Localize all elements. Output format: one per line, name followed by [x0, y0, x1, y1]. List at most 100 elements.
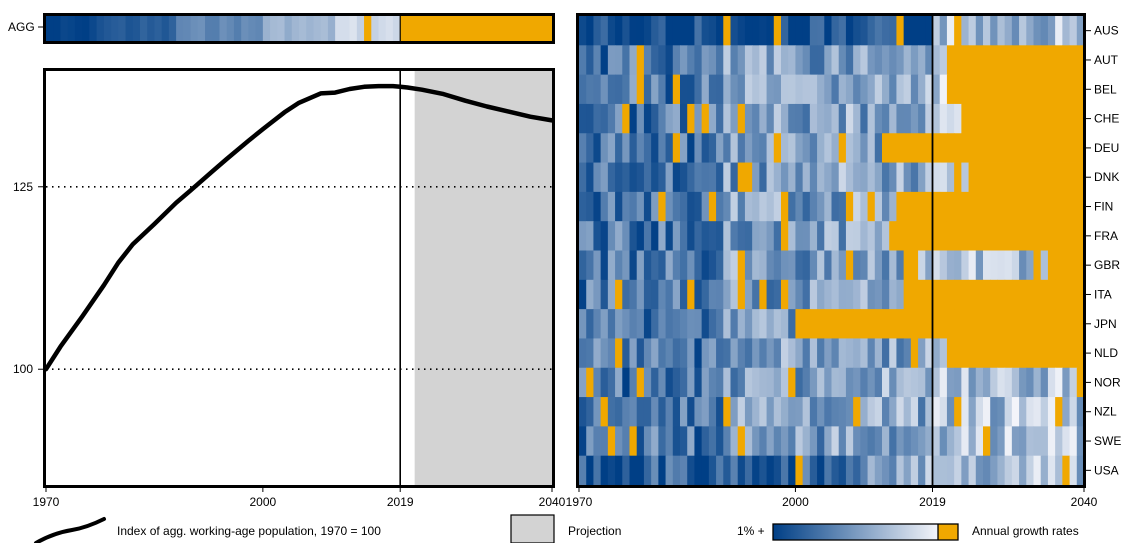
- heatmap-cell: [853, 250, 861, 281]
- heatmap-cell: [809, 279, 818, 310]
- heatmap-cell: [1011, 221, 1020, 251]
- heatmap-cell: [1047, 367, 1056, 398]
- heatmap-cell: [586, 367, 595, 398]
- heatmap-cell: [665, 103, 674, 134]
- heatmap-cell: [1062, 221, 1071, 251]
- heatmap-cell: [737, 221, 746, 251]
- heatmap-cell: [946, 279, 955, 310]
- heatmap-cell: [615, 103, 623, 134]
- heatmap-cell: [752, 45, 760, 76]
- heatmap-cell: [665, 133, 674, 163]
- heatmap-cell: [651, 250, 659, 281]
- heatmap-cell: [918, 103, 926, 134]
- heatmap-cell: [607, 279, 616, 310]
- agg-cell: [335, 16, 343, 41]
- heatmap-cell: [831, 426, 840, 457]
- heatmap-cell: [744, 103, 753, 134]
- heatmap-cell: [723, 133, 732, 163]
- heatmap-cell: [910, 191, 919, 222]
- heatmap-cell: [946, 133, 955, 163]
- heatmap-cell: [615, 367, 623, 398]
- heatmap-cell: [997, 133, 1006, 163]
- heatmap-cell: [636, 45, 645, 76]
- heatmap-cell: [968, 455, 977, 486]
- heatmap-cell: [1033, 16, 1042, 46]
- heatmap-cell: [1019, 16, 1027, 46]
- heatmap-cell: [946, 221, 955, 251]
- heatmap-cell: [708, 250, 717, 281]
- heatmap-cell: [867, 338, 876, 369]
- heatmap-cell: [889, 221, 898, 251]
- heatmap-cell: [701, 367, 710, 398]
- heatmap-cell: [788, 191, 797, 222]
- heatmap-cell: [954, 74, 962, 105]
- heatmap-cell: [795, 103, 804, 134]
- heatmap-cell: [838, 309, 847, 339]
- heatmap-cell: [773, 455, 782, 486]
- heatmap-cell: [1062, 16, 1071, 46]
- agg-cell: [277, 16, 286, 41]
- heatmap-cell: [817, 455, 825, 486]
- y-tick-label: 125: [13, 180, 33, 194]
- heatmap-cell: [730, 162, 739, 193]
- heatmap-cell: [961, 338, 970, 369]
- heatmap-cell: [1040, 133, 1049, 163]
- agg-cell: [508, 16, 517, 41]
- heatmap-cell: [896, 103, 905, 134]
- heatmap-cell: [1062, 309, 1071, 339]
- heatmap-cell: [723, 455, 732, 486]
- heatmap-cell: [586, 16, 595, 46]
- heatmap-cell: [824, 162, 833, 193]
- heatmap-cell: [781, 309, 789, 339]
- heatmap-cell: [636, 455, 645, 486]
- heatmap-cell: [672, 338, 681, 369]
- heatmap-cell: [643, 16, 652, 46]
- heatmap-cell: [586, 250, 595, 281]
- heatmap-cell: [680, 191, 688, 222]
- heatmap-cell: [636, 191, 645, 222]
- heatmap-cell: [593, 279, 602, 310]
- heatmap-cell: [932, 397, 941, 427]
- heatmap-cell: [1033, 338, 1042, 369]
- heatmap-cell: [990, 162, 999, 193]
- heatmap-cell: [1004, 103, 1013, 134]
- heatmap-cell: [1019, 250, 1027, 281]
- heatmap-cell: [622, 338, 631, 369]
- heatmap-cell: [766, 74, 775, 105]
- heatmap-cell: [1055, 279, 1063, 310]
- heatmap-cell: [716, 74, 724, 105]
- heatmap-cell: [737, 426, 746, 457]
- heatmap-cell: [723, 162, 732, 193]
- heatmap-cell: [975, 250, 984, 281]
- heatmap-cell: [766, 45, 775, 76]
- x-tick-label: 2000: [782, 495, 809, 509]
- heatmap-cell: [903, 45, 912, 76]
- heatmap-cell: [809, 221, 818, 251]
- heatmap-cell: [896, 250, 905, 281]
- heatmap-cell: [781, 250, 789, 281]
- heatmap-cell: [737, 74, 746, 105]
- agg-cell: [313, 16, 322, 41]
- heatmap-cell: [1026, 397, 1035, 427]
- heatmap-cell: [672, 133, 681, 163]
- heatmap-cell: [694, 367, 703, 398]
- heatmap-cell: [845, 162, 854, 193]
- heatmap-cell: [687, 338, 696, 369]
- heatmap-cell: [773, 397, 782, 427]
- heatmap-cell: [708, 455, 717, 486]
- heatmap-cell: [1011, 338, 1020, 369]
- heatmap-cell: [773, 191, 782, 222]
- heatmap-cell: [961, 221, 970, 251]
- heatmap-cell: [1026, 279, 1035, 310]
- heatmap-cell: [579, 309, 587, 339]
- heatmap-cell: [983, 103, 991, 134]
- heatmap-cell: [1026, 74, 1035, 105]
- heatmap-cell: [615, 279, 623, 310]
- heatmap-cell: [687, 367, 696, 398]
- heatmap-cell: [1069, 455, 1078, 486]
- heatmap-cell: [773, 162, 782, 193]
- heatmap-cell: [1069, 309, 1078, 339]
- heatmap-cell: [831, 221, 840, 251]
- heatmap-cell: [615, 397, 623, 427]
- heatmap-cell: [600, 221, 609, 251]
